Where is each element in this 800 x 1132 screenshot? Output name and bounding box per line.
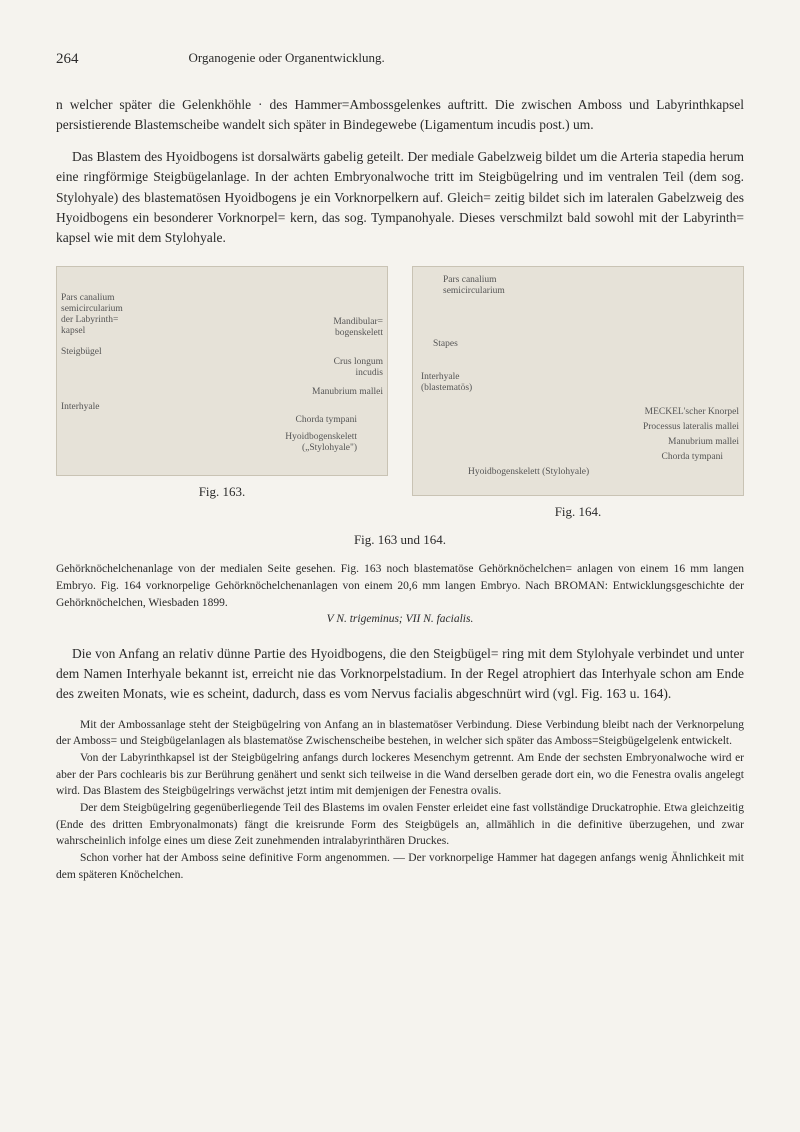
paragraph-1: n welcher später die Gelenkhöhle · des H… xyxy=(56,95,744,136)
figure-164-column: Pars canalium semicircularium Stapes Int… xyxy=(412,266,744,522)
figures-combined-caption: Fig. 163 und 164. xyxy=(56,530,744,550)
paragraph-7: Schon vorher hat der Amboss seine defini… xyxy=(56,850,744,883)
paragraph-6: Der dem Steigbügelring gegenüberliegende… xyxy=(56,800,744,850)
paragraph-3: Die von Anfang an relativ dünne Partie d… xyxy=(56,644,744,705)
fig164-label-processus: Processus lateralis mallei xyxy=(643,422,739,433)
fig163-label-manubrium: Manubrium mallei xyxy=(312,387,383,398)
fig163-label-crus: Crus longum incudis xyxy=(334,357,383,379)
fig163-label-interhyale: Interhyale xyxy=(61,402,100,413)
fig164-label-stapes: Stapes xyxy=(433,339,458,350)
page-header: 264 Organogenie oder Organentwicklung. xyxy=(56,48,744,71)
figure-164-caption: Fig. 164. xyxy=(555,502,602,522)
paragraph-4: Mit der Ambossanlage steht der Steigbüge… xyxy=(56,717,744,750)
fig164-label-meckel: MECKEL'scher Knorpel xyxy=(645,407,739,418)
fig163-label-steigbuegel: Steigbügel xyxy=(61,347,102,358)
fig164-label-pars: Pars canalium semicircularium xyxy=(443,275,505,297)
fig163-label-chorda: Chorda tympani xyxy=(296,415,357,426)
fig163-label-mandibular: Mandibular= bogenskelett xyxy=(333,317,383,339)
fig164-label-interhyale: Interhyale (blastematös) xyxy=(421,372,472,394)
fig164-label-manubrium: Manubrium mallei xyxy=(668,437,739,448)
page-number: 264 xyxy=(56,48,79,71)
figure-163-image: Pars canalium semicircularium der Labyri… xyxy=(56,266,388,476)
fig164-label-chorda: Chorda tympani xyxy=(662,452,723,463)
figures-row: Pars canalium semicircularium der Labyri… xyxy=(56,266,744,522)
paragraph-5: Von der Labyrinthkapsel ist der Steigbüg… xyxy=(56,750,744,800)
paragraph-2: Das Blastem des Hyoidbogens ist dorsalwä… xyxy=(56,147,744,248)
running-title: Organogenie oder Organentwicklung. xyxy=(189,48,385,71)
fig163-label-pars: Pars canalium semicircularium der Labyri… xyxy=(61,293,123,337)
figure-description-2: V N. trigeminus; VII N. facialis. xyxy=(56,611,744,628)
figure-description: Gehörknöchelchenanlage von der medialen … xyxy=(56,561,744,611)
figure-163-caption: Fig. 163. xyxy=(199,482,246,502)
fig163-label-hyoid: Hyoidbogenskelett („Stylohyale") xyxy=(285,432,357,454)
fig164-label-hyoid: Hyoidbogenskelett (Stylohyale) xyxy=(468,467,589,478)
figure-164-image: Pars canalium semicircularium Stapes Int… xyxy=(412,266,744,496)
figure-163-column: Pars canalium semicircularium der Labyri… xyxy=(56,266,388,502)
